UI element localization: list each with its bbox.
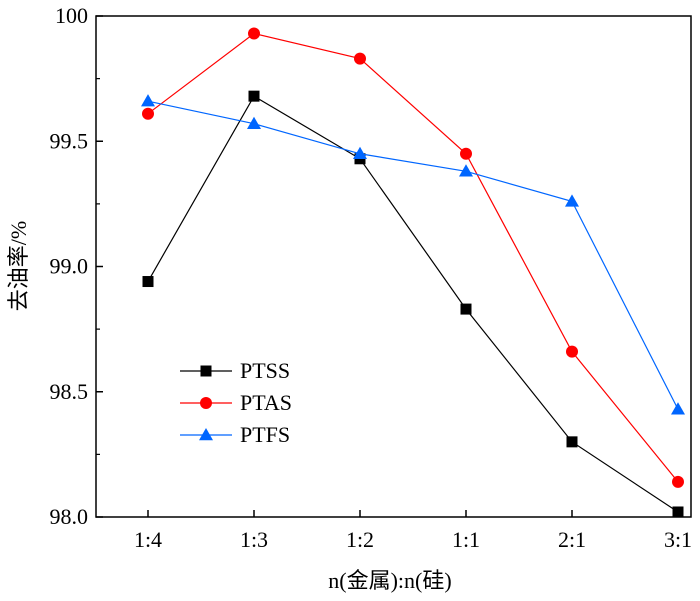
legend-marker-ptfs [199, 428, 213, 441]
legend-marker-ptas [200, 397, 212, 409]
data-point-ptss [142, 276, 154, 288]
y-tick-label: 100 [55, 3, 88, 28]
y-axis-title: 去油率/% [6, 221, 31, 311]
data-point-ptss [460, 303, 472, 315]
series-ptss [142, 90, 684, 518]
legend-entry-ptss: PTSS [180, 358, 290, 383]
series-ptas [142, 27, 684, 488]
legend-entry-ptas: PTAS [180, 390, 292, 415]
legend-label-ptss: PTSS [240, 358, 290, 383]
y-tick-label: 98.5 [50, 379, 89, 404]
plot-frame [95, 15, 692, 518]
x-tick-label: 1:1 [452, 527, 480, 552]
x-tick-label: 1:3 [240, 527, 268, 552]
data-point-ptfs [247, 116, 261, 129]
data-point-ptas [460, 147, 472, 160]
legend-marker-ptss [200, 365, 212, 377]
data-point-ptfs [141, 94, 155, 107]
series-line-ptss [147, 95, 679, 513]
ticks-layer: 98.0 98.5 99.0 99.5 100 1:4 1:3 1:2 1:1 2:1 3:1 [50, 3, 693, 552]
series-line-ptfs [147, 100, 679, 410]
data-point-ptas [248, 27, 260, 40]
data-point-ptss [248, 90, 260, 102]
x-axis-title: n(金属):n(硅) [328, 568, 451, 593]
legend: PTSS PTAS PTFS [180, 358, 292, 447]
axes [95, 15, 692, 518]
data-point-ptas [566, 345, 578, 358]
x-tick-label: 1:4 [134, 527, 162, 552]
legend-entry-ptfs: PTFS [180, 422, 290, 447]
data-point-ptss [566, 436, 578, 448]
series-ptfs [141, 94, 685, 415]
x-tick-label: 3:1 [664, 527, 692, 552]
data-point-ptas [354, 52, 366, 65]
legend-label-ptfs: PTFS [240, 422, 290, 447]
data-point-ptfs [353, 146, 367, 160]
series-layer [141, 27, 685, 518]
y-tick-label: 98.0 [50, 504, 89, 529]
legend-label-ptas: PTAS [240, 390, 292, 415]
data-point-ptas [672, 475, 684, 488]
data-point-ptfs [671, 402, 685, 415]
y-tick-label: 99.5 [50, 128, 89, 153]
x-tick-label: 1:2 [346, 527, 374, 552]
data-point-ptas [142, 107, 154, 120]
series-line-ptas [147, 32, 679, 483]
y-tick-label: 99.0 [50, 254, 89, 279]
data-point-ptfs [565, 194, 579, 207]
data-point-ptfs [459, 164, 473, 177]
x-tick-label: 2:1 [558, 527, 586, 552]
